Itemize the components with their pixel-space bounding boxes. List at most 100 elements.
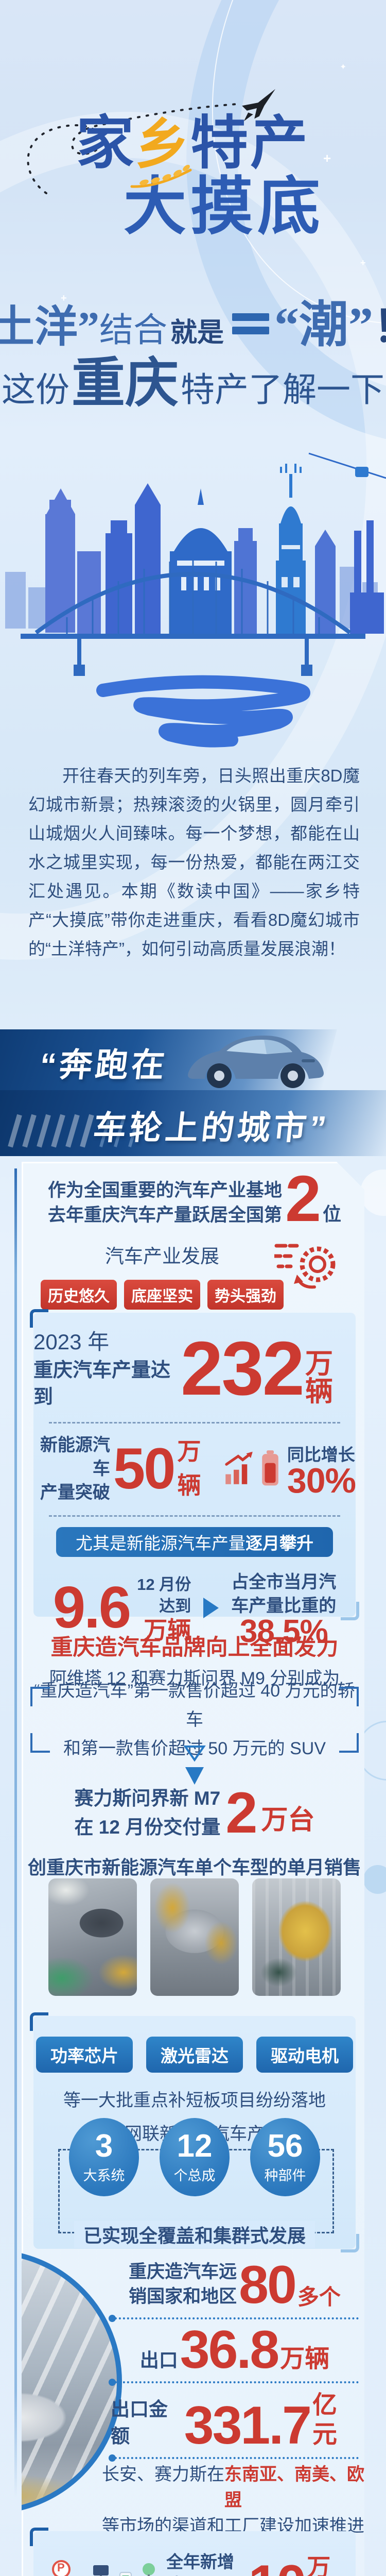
december-number: 9.6 bbox=[52, 1575, 131, 1641]
pill-power-chip: 功率芯片 bbox=[36, 2037, 133, 2073]
stat-label: 大系统 bbox=[83, 2167, 125, 2183]
yoy-label: 同比增长 bbox=[287, 1445, 355, 1465]
monthly-banner-text: 尤其是新能源汽车产量 bbox=[76, 1534, 245, 1553]
divider bbox=[49, 1422, 340, 1423]
dotted-divider bbox=[109, 2454, 359, 2462]
market-pre: 长安、赛力斯在 bbox=[102, 2465, 224, 2484]
chain-footer: 已实现全覆盖和集群式发展 bbox=[74, 2221, 315, 2248]
arrow-right-icon bbox=[203, 1598, 219, 1619]
tag-momentum: 势头强劲 bbox=[207, 1280, 284, 1310]
logo-char-jia: 家 bbox=[76, 111, 134, 175]
card-2023-production: 2023 年 重庆汽车产量达到 232 万辆 新能源汽车 产量突破 50 万辆 bbox=[30, 1309, 359, 1647]
bracket-corner bbox=[30, 1733, 50, 1753]
prod-unit: 万辆 bbox=[305, 1348, 333, 1407]
industry-block: 汽车产业发展 历史悠久 底座坚实 势头强劲 bbox=[41, 1241, 284, 1310]
car-illustration bbox=[188, 1036, 324, 1088]
rank-number: 2 bbox=[285, 1162, 321, 1235]
rank-line1: 作为全国重要的汽车产业基地 bbox=[47, 1180, 282, 1200]
headline-1: “土洋” 结合 就是 “潮” ！ bbox=[0, 284, 386, 356]
decor-star: ✦ bbox=[340, 63, 347, 72]
headline1-chao: “潮” bbox=[274, 297, 374, 352]
wheat-icon bbox=[130, 164, 192, 188]
headline1-jiushi: 就是 bbox=[170, 318, 224, 348]
rank-stat: 作为全国重要的汽车产业基地 去年重庆汽车产量跃居全国第 2 位 bbox=[23, 1162, 364, 1235]
banner-hatch-marks bbox=[8, 1114, 141, 1148]
stat-circle-parts: 56 种部件 bbox=[250, 2118, 320, 2196]
charging-new-number: 10 bbox=[249, 2558, 307, 2576]
stat-circle-assemblies: 12 个总成 bbox=[160, 2118, 230, 2196]
stat-circle-systems: 3 大系统 bbox=[69, 2118, 139, 2196]
rank-line2: 去年重庆汽车产量跃居全国第 bbox=[47, 1205, 282, 1225]
headline1-bang: ！ bbox=[373, 292, 386, 354]
m7-delivery: 赛力斯问界新 M7 在 12 月份交付量 2 万台 bbox=[23, 1780, 364, 1845]
double-down-arrow bbox=[183, 1745, 206, 1785]
stat-number: 12 bbox=[177, 2128, 213, 2164]
share-line2: 车产量比重的 bbox=[231, 1596, 337, 1616]
card-supply-chain: 功率芯片 激光雷达 驱动电机 等一大批重点补短板项目纷纷落地 智能网联新能源汽车… bbox=[30, 2012, 359, 2252]
export-far-line1: 重庆造汽车远 bbox=[129, 2262, 237, 2282]
brand-bracket-box: “重庆造汽车”第一款售价超过 40 万元的轿车 和第一款售价超过 50 万元的 … bbox=[30, 1681, 359, 1758]
nev-unit: 万辆 bbox=[177, 1438, 201, 1499]
export-number: 36.8 bbox=[180, 2320, 279, 2380]
bracket-line1: “重庆造汽车”第一款售价超过 40 万元的轿车 bbox=[34, 1681, 355, 1730]
equals-graphic bbox=[232, 313, 270, 334]
bracket-line2: 和第一款售价超过 50 万元的 SUV bbox=[63, 1739, 326, 1758]
factory-photo bbox=[252, 1878, 341, 1996]
industry-label: 汽车产业发展 bbox=[105, 1246, 219, 1267]
export-unit: 万辆 bbox=[280, 2345, 330, 2372]
year-label: 2023 年 bbox=[33, 1330, 110, 1354]
divider bbox=[49, 1515, 340, 1517]
charging-new-stat: 全年新增建 成充电桩 10 万个 bbox=[166, 2549, 352, 2576]
banner-title-line1: “奔跑在 bbox=[38, 1046, 170, 1083]
pill-drive-motor: 驱动电机 bbox=[256, 2037, 353, 2073]
export-stats: 重庆造汽车远 销国家和地区 80 多个 出口 36.8 万辆 出口金额 331.… bbox=[109, 2259, 359, 2462]
factory-photo bbox=[150, 1878, 239, 1996]
bracket-corner bbox=[339, 1687, 359, 1706]
m7-unit: 万台 bbox=[261, 1805, 315, 1835]
prod-label: 重庆汽车产量达到 bbox=[33, 1360, 171, 1408]
export-far-line2: 销国家和地区 bbox=[129, 2286, 237, 2307]
charging-new-unit: 万个 bbox=[307, 2554, 331, 2576]
battery-icon bbox=[262, 1450, 278, 1486]
decor-star: + bbox=[360, 258, 366, 268]
stat-label: 种部件 bbox=[264, 2167, 306, 2183]
logo-char-xiang: 乡 bbox=[135, 114, 189, 175]
monthly-banner-bold: 逐月攀升 bbox=[245, 1534, 313, 1553]
export-market-lines: 长安、赛力斯在东南亚、南美、欧盟 等市场的渠道和工厂建设加速推进 bbox=[100, 2462, 364, 2539]
tag-history: 历史悠久 bbox=[41, 1280, 117, 1310]
prod-number: 232 bbox=[181, 1326, 305, 1411]
pill-lidar: 激光雷达 bbox=[146, 2037, 243, 2073]
market-regions: 东南亚、南美、欧盟 bbox=[224, 2465, 364, 2510]
stat-number: 3 bbox=[95, 2128, 113, 2164]
yoy-number: 30% bbox=[287, 1461, 356, 1501]
december-unit: 万辆 bbox=[144, 1617, 191, 1644]
dotted-divider bbox=[109, 2378, 359, 2386]
plane-icon bbox=[242, 89, 275, 122]
logo-chars-damodi: 大摸底 bbox=[124, 172, 324, 242]
chongqing-skyline bbox=[5, 452, 386, 748]
brand-sub: 阿维塔 12 和赛力斯问界 M9 分别成为 bbox=[49, 1669, 340, 1688]
share-number: 38.5% bbox=[239, 1614, 328, 1649]
bar-chart-up-icon bbox=[225, 1451, 253, 1484]
headline-2: 这份 重庆 特产了解一下 bbox=[0, 339, 386, 417]
bracket-corner bbox=[339, 1733, 359, 1753]
stat-number: 56 bbox=[267, 2128, 303, 2164]
december-label1: 12 月份 bbox=[137, 1575, 191, 1594]
export-amount-label: 出口金额 bbox=[111, 2399, 168, 2447]
decor-star: + bbox=[323, 150, 331, 166]
share-line1: 占全市当月汽 bbox=[231, 1572, 337, 1592]
export-amount-unit: 亿元 bbox=[312, 2391, 338, 2449]
left-accent-line bbox=[14, 1168, 17, 2498]
charging-new-line1: 全年新增建 bbox=[166, 2552, 234, 2576]
nev-line2: 产量突破 bbox=[40, 1483, 110, 1502]
stat-label: 个总成 bbox=[173, 2167, 216, 2183]
logo-block: 家 乡 特产 大摸底 bbox=[0, 111, 386, 242]
headline2-zhefen: 这份 bbox=[1, 371, 69, 409]
ev-charging-illustration bbox=[52, 2560, 155, 2576]
factory-photos bbox=[23, 1878, 364, 1996]
decor-star: + bbox=[61, 293, 67, 304]
m7-number: 2 bbox=[225, 1780, 257, 1845]
dashed-route bbox=[27, 103, 238, 194]
gear-speed-icon bbox=[274, 1244, 336, 1289]
